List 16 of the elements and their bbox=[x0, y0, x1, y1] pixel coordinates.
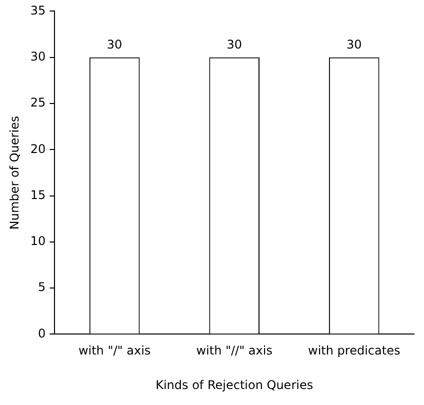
y-tick-label: 20 bbox=[30, 142, 46, 156]
x-tick-label: with predicates bbox=[308, 344, 400, 358]
y-tick-label: 30 bbox=[30, 49, 46, 64]
data-label: 30 bbox=[106, 37, 122, 52]
y-tick-label: 35 bbox=[30, 3, 46, 18]
y-tick-label: 15 bbox=[30, 188, 46, 202]
y-axis-title: Number of Queries bbox=[7, 116, 22, 230]
x-tick-label: with "//" axis bbox=[196, 344, 272, 358]
x-tick-label: with "/" axis bbox=[78, 344, 151, 358]
y-tick-label: 25 bbox=[30, 96, 46, 110]
x-axis-title: Kinds of Rejection Queries bbox=[156, 378, 314, 392]
data-label: 30 bbox=[226, 37, 242, 52]
data-label: 30 bbox=[346, 37, 362, 52]
y-tick-label: 5 bbox=[38, 280, 46, 294]
y-tick-label: 10 bbox=[30, 234, 46, 248]
y-tick-label: 0 bbox=[38, 326, 46, 340]
